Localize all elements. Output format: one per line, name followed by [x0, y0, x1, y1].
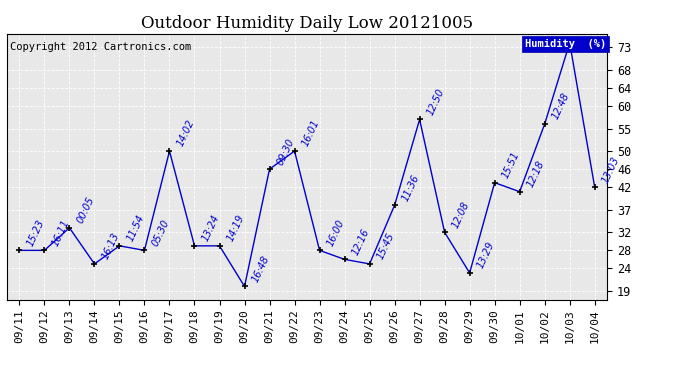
Text: 00:05: 00:05 [75, 195, 96, 225]
Text: 16:11: 16:11 [50, 218, 71, 248]
Text: 16:48: 16:48 [250, 254, 271, 284]
Text: 12:18: 12:18 [525, 159, 546, 189]
Text: 16:13: 16:13 [100, 231, 121, 261]
Text: 12:16: 12:16 [350, 227, 371, 256]
Text: 12:48: 12:48 [550, 92, 571, 121]
Text: 12:08: 12:08 [450, 200, 471, 230]
Text: 09:30: 09:30 [275, 136, 296, 166]
Text: 15:23: 15:23 [25, 218, 46, 248]
Text: 13:03: 13:03 [600, 154, 621, 184]
Text: 13:24: 13:24 [200, 213, 221, 243]
Text: 14:19: 14:19 [225, 213, 246, 243]
Text: 11:54: 11:54 [125, 213, 146, 243]
Text: 15:45: 15:45 [375, 231, 396, 261]
Title: Outdoor Humidity Daily Low 20121005: Outdoor Humidity Daily Low 20121005 [141, 15, 473, 32]
Text: 05:30: 05:30 [150, 218, 171, 248]
Text: 14:02: 14:02 [175, 118, 196, 148]
Text: 12:50: 12:50 [425, 87, 446, 117]
Text: 16:00: 16:00 [325, 218, 346, 248]
Text: 11:36: 11:36 [400, 172, 421, 202]
Text: 16:01: 16:01 [300, 118, 321, 148]
Text: 13:29: 13:29 [475, 240, 496, 270]
Text: 15:51: 15:51 [500, 150, 521, 180]
Text: Humidity  (%): Humidity (%) [525, 39, 606, 49]
Text: Copyright 2012 Cartronics.com: Copyright 2012 Cartronics.com [10, 42, 191, 52]
